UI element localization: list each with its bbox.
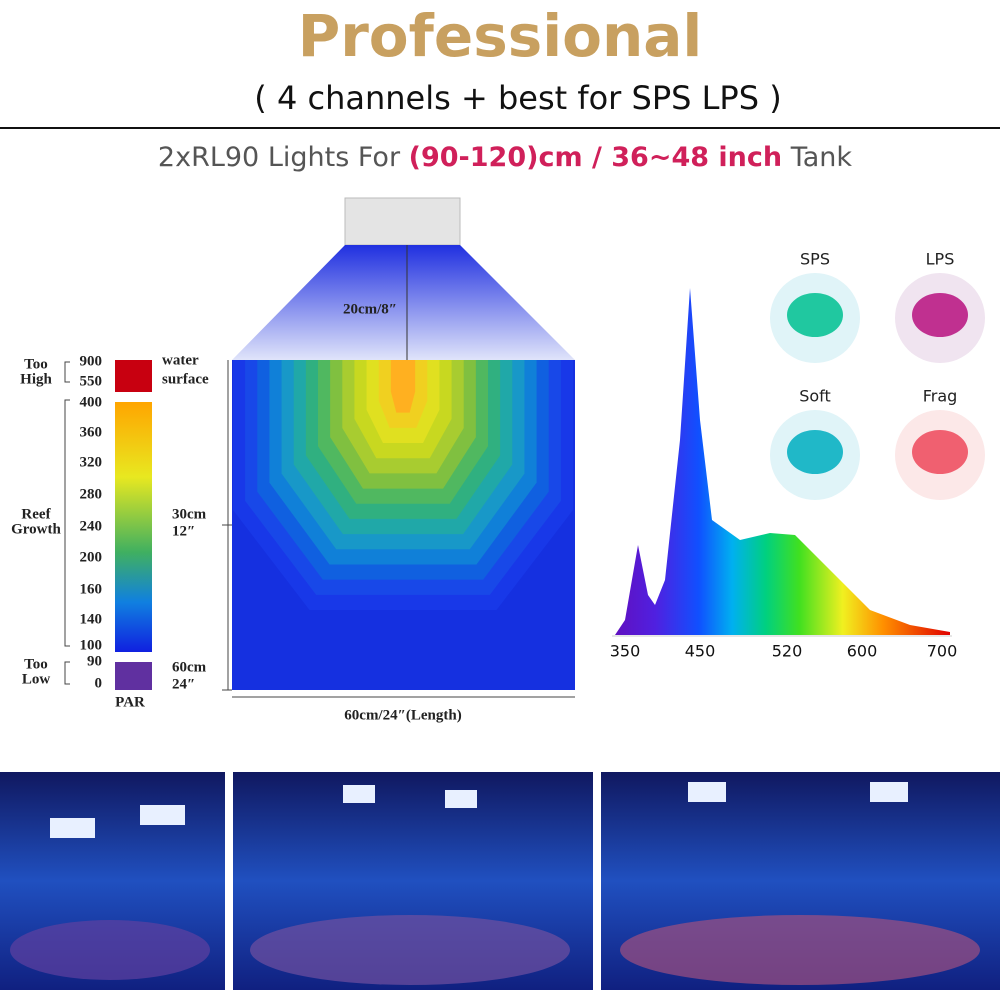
- scale-tick-label: 200: [80, 549, 103, 565]
- photo-light: [140, 805, 185, 825]
- scale-brackets: [64, 361, 70, 685]
- water-surface-label: water: [162, 352, 199, 368]
- spectrum-tick-label: 700: [927, 642, 958, 661]
- scale-tick-label: 90: [87, 653, 102, 669]
- scale-growth: [115, 402, 152, 652]
- coral-icon: [912, 430, 968, 474]
- photo-reef: [10, 920, 210, 980]
- scale-tick-label: 160: [80, 581, 103, 597]
- scale-group-label: Growth: [11, 521, 61, 537]
- scale-tick-label: 320: [80, 454, 103, 470]
- scale-unit: PAR: [115, 694, 145, 710]
- scale-tick-label: 280: [80, 486, 103, 502]
- par-layer: [390, 360, 416, 413]
- spectrum-tick-label: 450: [685, 642, 716, 661]
- headline: 2xRL90 Lights For (90-120)cm / 36~48 inc…: [158, 142, 852, 173]
- depth-label: 24″: [172, 676, 195, 692]
- coral-icon: [787, 430, 843, 474]
- scale-group-label: High: [20, 371, 52, 387]
- subtitle: ( 4 channels + best for SPS LPS ): [254, 79, 781, 117]
- scale-group-label: Reef: [21, 506, 51, 522]
- scale-tick-label: 900: [80, 353, 103, 369]
- depth-label: 30cm: [172, 506, 207, 522]
- coral-label: SPS: [800, 250, 830, 269]
- length-label: 60cm/24″(Length): [344, 707, 461, 723]
- coral-label: Frag: [923, 387, 958, 406]
- spectrum-tick-label: 350: [610, 642, 641, 661]
- scale-tick-label: 360: [80, 424, 103, 440]
- scale-tick-label: 100: [80, 637, 103, 653]
- photo-reef: [620, 915, 980, 985]
- coral-icon: [787, 293, 843, 337]
- coral-icon: [912, 293, 968, 337]
- light-fixture: [344, 197, 461, 246]
- scale-tick-label: 240: [80, 518, 103, 534]
- photo-light: [445, 790, 477, 808]
- scale-low: [115, 662, 152, 690]
- light-cone: [232, 245, 575, 360]
- photo-reef: [250, 915, 570, 985]
- coral-label: LPS: [926, 250, 955, 269]
- spectrum-curve: [615, 288, 950, 635]
- photos: [0, 772, 1000, 990]
- scale-group-label: Too: [24, 656, 48, 672]
- par-map: [232, 360, 575, 690]
- scale-tick-label: 550: [80, 373, 103, 389]
- title: Professional: [298, 2, 703, 70]
- photo-light: [870, 782, 908, 802]
- photo-light: [50, 818, 95, 838]
- scale-tick-label: 140: [80, 611, 103, 627]
- headline-prefix: 2xRL90 Lights For: [158, 142, 401, 173]
- depth-label: 60cm: [172, 659, 207, 675]
- light-distance: 20cm/8″: [343, 301, 397, 317]
- scale-group-label: Low: [22, 671, 51, 687]
- scale-tick-label: 0: [95, 675, 103, 691]
- headline-suffix: Tank: [790, 142, 853, 173]
- scale-tick-label: 400: [80, 394, 103, 410]
- scale-group-label: Too: [24, 356, 48, 372]
- spectrum-tick-label: 600: [847, 642, 878, 661]
- coral-label: Soft: [799, 387, 831, 406]
- depth-label: 12″: [172, 523, 195, 539]
- headline-highlight: (90-120)cm / 36~48 inch: [409, 142, 783, 173]
- water-surface-label: surface: [162, 371, 209, 387]
- spectrum-tick-label: 520: [772, 642, 803, 661]
- photo-light: [688, 782, 726, 802]
- scale-high: [115, 360, 152, 392]
- photo-light: [343, 785, 375, 803]
